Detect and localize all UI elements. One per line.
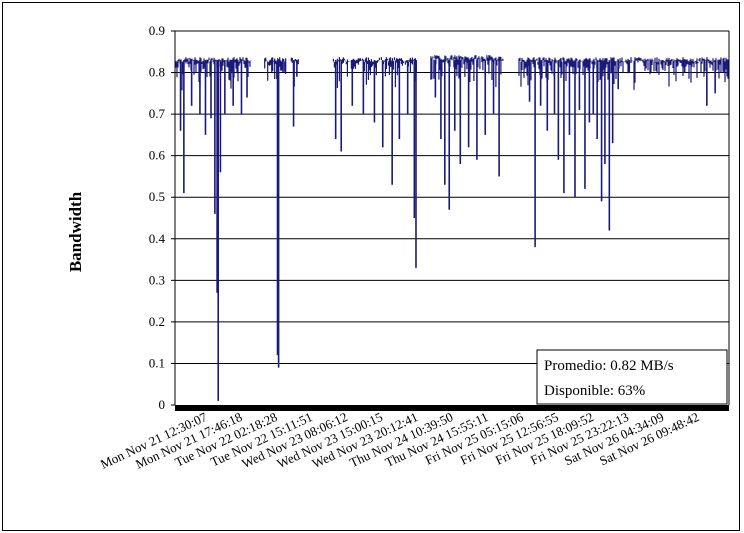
series-segment <box>174 57 252 91</box>
annotation-available: Disponible: 63% <box>544 383 645 399</box>
bandwidth-series <box>174 55 729 401</box>
x-axis-bar <box>175 405 729 411</box>
annotation-box: Promedio: 0.82 MB/s Disponible: 63% <box>536 349 728 405</box>
series-segment <box>518 57 729 90</box>
annotation-box-border <box>536 349 728 405</box>
y-tick-label: 0.3 <box>149 272 165 287</box>
y-tick-label: 0.1 <box>149 355 165 370</box>
y-axis: 0 0.1 0.2 0.3 0.4 0.5 0.6 0.7 0.8 0.9 <box>149 23 730 412</box>
y-tick-label: 0.2 <box>149 314 165 329</box>
y-tick-label: 0 <box>159 397 166 412</box>
y-tick-label: 0.9 <box>149 23 165 38</box>
y-axis-label: Bandwidth <box>66 191 85 272</box>
annotation-average: Promedio: 0.82 MB/s <box>544 358 674 374</box>
y-tick-label: 0.8 <box>149 65 165 80</box>
series-segment <box>430 55 504 88</box>
y-tick-label: 0.5 <box>149 189 165 204</box>
y-tick-label: 0.4 <box>149 231 166 246</box>
y-tick-label: 0.6 <box>149 148 166 163</box>
y-tick-label: 0.7 <box>149 106 166 121</box>
gridlines <box>175 30 729 364</box>
